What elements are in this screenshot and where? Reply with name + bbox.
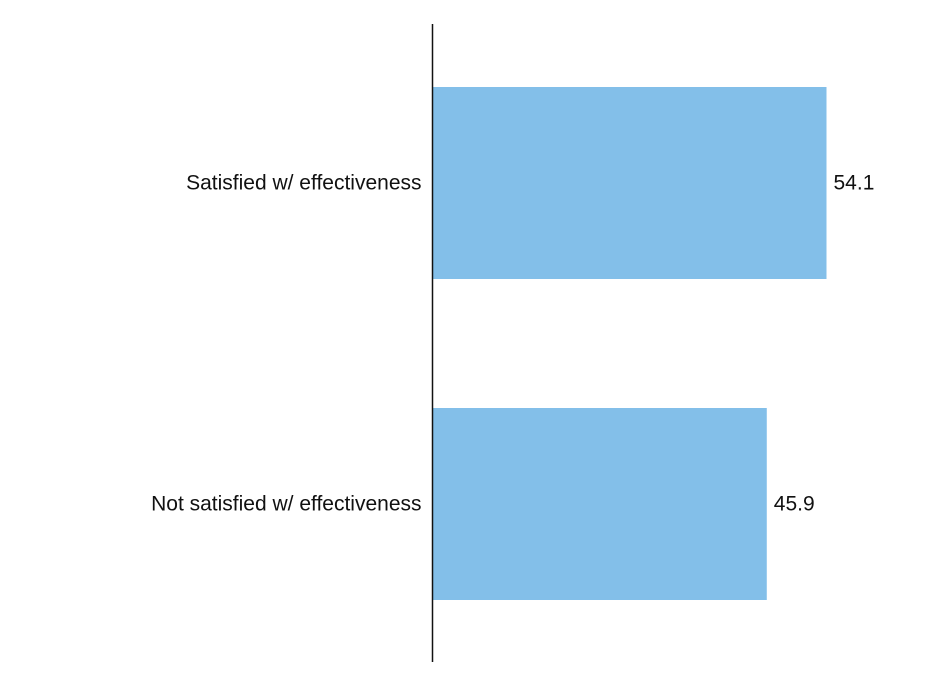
bars-group [432,87,827,600]
category-label: Not satisfied w/ effectiveness [151,493,421,516]
bar-1 [432,408,767,600]
value-label: 45.9 [774,493,815,516]
value-labels-group: 54.1 45.9 [774,172,875,516]
category-label: Satisfied w/ effectiveness [186,172,421,195]
bar-0 [432,87,827,279]
category-labels-group: Satisfied w/ effectiveness Not satisfied … [151,172,421,516]
value-label: 54.1 [834,172,875,195]
